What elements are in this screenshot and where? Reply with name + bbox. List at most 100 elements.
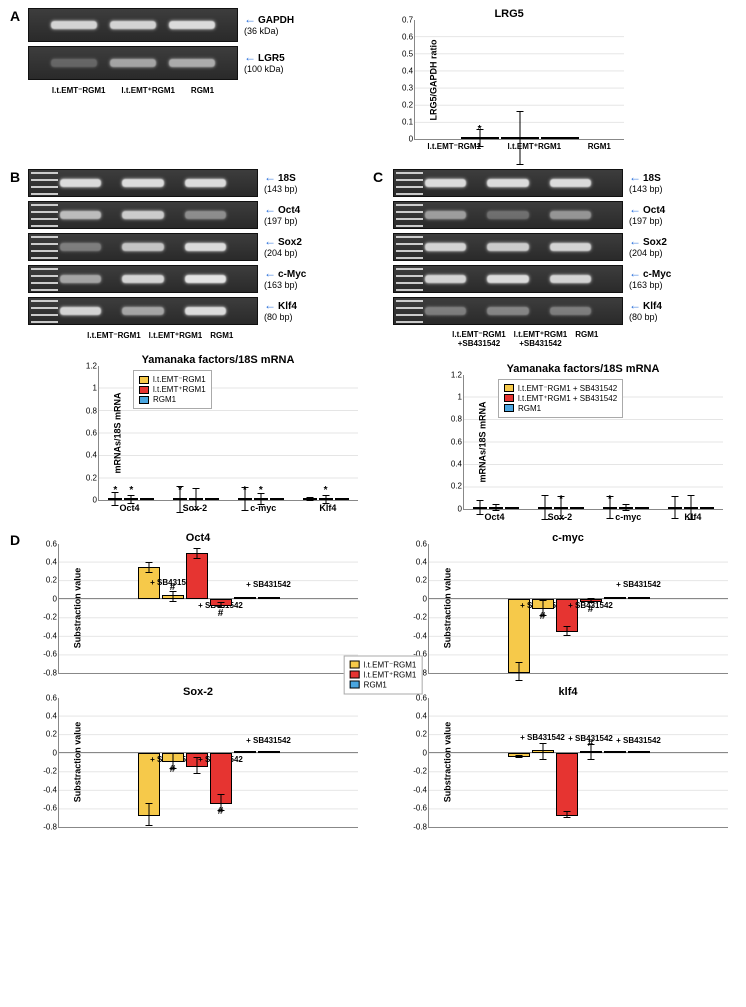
legend-label: l.t.EMT⁻RGM1 bbox=[153, 375, 206, 384]
lane-labels: l.t.EMT⁻RGM1 +SB431542l.t.EMT⁺RGM1 +SB43… bbox=[393, 329, 623, 349]
band bbox=[122, 179, 163, 186]
panel-D-subplot: c-mycSubstraction value-0.8-0.6-0.4-0.20… bbox=[398, 532, 738, 676]
sig-star: * bbox=[478, 124, 482, 135]
error-bar bbox=[519, 111, 520, 166]
gel-image bbox=[28, 233, 258, 261]
gel-annot: ←Klf4(80 bp) bbox=[629, 299, 662, 322]
bar: * bbox=[603, 507, 617, 509]
y-tick: 1.2 bbox=[86, 362, 97, 371]
chart-wrap: Oct4Substraction value-0.8-0.6-0.4-0.200… bbox=[28, 532, 368, 676]
sig-hash: # bbox=[588, 604, 594, 615]
bar-slot: + SB431542 bbox=[628, 544, 650, 673]
x-label: Oct4 bbox=[485, 512, 505, 522]
ladder bbox=[31, 204, 58, 230]
bar bbox=[473, 507, 487, 509]
band bbox=[122, 275, 163, 282]
gel-image bbox=[393, 297, 623, 325]
y-axis-label: Substraction value bbox=[442, 568, 452, 649]
bar-slot: + SB431542# bbox=[210, 544, 232, 673]
gel-row: ←Oct4(197 bp) bbox=[28, 201, 373, 229]
y-tick: 1 bbox=[93, 384, 97, 393]
band-size: (80 bp) bbox=[629, 313, 662, 323]
bar-slot bbox=[570, 507, 584, 509]
bar bbox=[335, 498, 349, 500]
bar bbox=[604, 597, 626, 599]
bar-slot: * bbox=[108, 498, 122, 500]
ladder bbox=[396, 204, 423, 230]
legend-swatch bbox=[504, 404, 514, 412]
panel-B: ←18S(143 bp)←Oct4(197 bp)←Sox2(204 bp)←c… bbox=[28, 169, 373, 522]
gel-image bbox=[28, 201, 258, 229]
band bbox=[550, 179, 591, 186]
y-tick: 0.2 bbox=[46, 730, 57, 739]
arrow-icon: ←c-Myc bbox=[629, 267, 671, 280]
x-labels bbox=[428, 828, 728, 830]
lane-label: RGM1 bbox=[575, 331, 598, 349]
bar: # bbox=[580, 599, 602, 602]
bar-slot: * bbox=[603, 507, 617, 509]
lane-label: l.t.EMT⁺RGM1 bbox=[121, 86, 175, 95]
bar bbox=[635, 507, 649, 509]
x-labels: Oct4Sox-2c-mycKlf4 bbox=[98, 501, 358, 513]
y-tick: 0.2 bbox=[416, 576, 427, 585]
band bbox=[425, 243, 466, 250]
bar-slot: + SB431542 bbox=[532, 698, 554, 827]
band bbox=[185, 275, 226, 282]
panel-A-chart: LRG5LRG5/GAPDH ratio00.10.20.30.40.50.60… bbox=[384, 8, 634, 151]
bar: * bbox=[124, 498, 138, 500]
ladder bbox=[396, 268, 423, 294]
bar bbox=[258, 751, 280, 753]
y-tick: 0.1 bbox=[402, 118, 413, 127]
arrow-icon: ←GAPDH bbox=[244, 13, 294, 26]
y-tick: 0 bbox=[53, 594, 57, 603]
bar bbox=[186, 553, 208, 599]
panel-C-chart: Yamanaka factors/18S mRNAmRNAs/18S mRNA0… bbox=[433, 363, 738, 522]
y-tick: 0.3 bbox=[402, 84, 413, 93]
error-bar bbox=[196, 488, 197, 511]
band bbox=[110, 59, 156, 68]
sig-hash: # bbox=[170, 764, 176, 775]
error-bar bbox=[566, 626, 567, 635]
bar bbox=[556, 753, 578, 816]
y-ticks: -0.8-0.6-0.4-0.200.20.40.6 bbox=[405, 544, 427, 673]
bar bbox=[505, 507, 519, 509]
legend-row: l.t.EMT⁺RGM1 + SB431542 bbox=[504, 394, 617, 403]
band bbox=[185, 307, 226, 314]
chart-wrap: klf4Substraction value-0.8-0.6-0.4-0.200… bbox=[398, 686, 738, 830]
error-bar bbox=[566, 811, 567, 818]
sb-label: + SB431542 bbox=[616, 580, 661, 589]
bar-slot bbox=[635, 507, 649, 509]
gel-annot: ←Klf4(80 bp) bbox=[264, 299, 297, 322]
legend-label: RGM1 bbox=[518, 404, 541, 413]
bar-slot bbox=[700, 507, 714, 509]
chart-title: klf4 bbox=[398, 686, 738, 698]
gel-annot: ←18S(143 bp) bbox=[629, 171, 663, 194]
band-size: (163 bp) bbox=[629, 281, 671, 291]
chart-wrap: LRG5LRG5/GAPDH ratio00.10.20.30.40.50.60… bbox=[384, 8, 634, 151]
gel-image bbox=[28, 46, 238, 80]
figure-root: A ←GAPDH(36 kDa)←LGR5(100 kDa)l.t.EMT⁻RG… bbox=[8, 8, 738, 830]
x-label: RGM1 bbox=[588, 142, 611, 151]
x-labels bbox=[428, 674, 728, 676]
y-tick: 0.6 bbox=[402, 33, 413, 42]
bar-slot: + SB431542# bbox=[532, 544, 554, 673]
legend-swatch bbox=[350, 671, 360, 679]
band bbox=[60, 179, 101, 186]
legend: l.t.EMT⁻RGM1 + SB431542l.t.EMT⁺RGM1 + SB… bbox=[498, 379, 623, 418]
legend-row: l.t.EMT⁻RGM1 bbox=[350, 660, 417, 669]
legend-row: RGM1 bbox=[504, 404, 617, 413]
gel-stack: ←18S(143 bp)←Oct4(197 bp)←Sox2(204 bp)←c… bbox=[28, 169, 373, 340]
legend-label: RGM1 bbox=[153, 395, 176, 404]
band-size: (143 bp) bbox=[264, 185, 298, 195]
error-bar bbox=[545, 495, 546, 520]
sb-label: + SB431542 bbox=[616, 736, 661, 745]
bar bbox=[270, 498, 284, 500]
lane-label: l.t.EMT⁻RGM1 bbox=[87, 331, 141, 340]
legend-swatch bbox=[139, 386, 149, 394]
gel-image bbox=[28, 169, 258, 197]
bar-slot: * bbox=[238, 498, 252, 500]
y-tick: 0.4 bbox=[416, 712, 427, 721]
y-tick: 0.5 bbox=[402, 50, 413, 59]
plot-area: Substraction value-0.8-0.6-0.4-0.200.20.… bbox=[428, 544, 728, 674]
band bbox=[169, 59, 215, 68]
